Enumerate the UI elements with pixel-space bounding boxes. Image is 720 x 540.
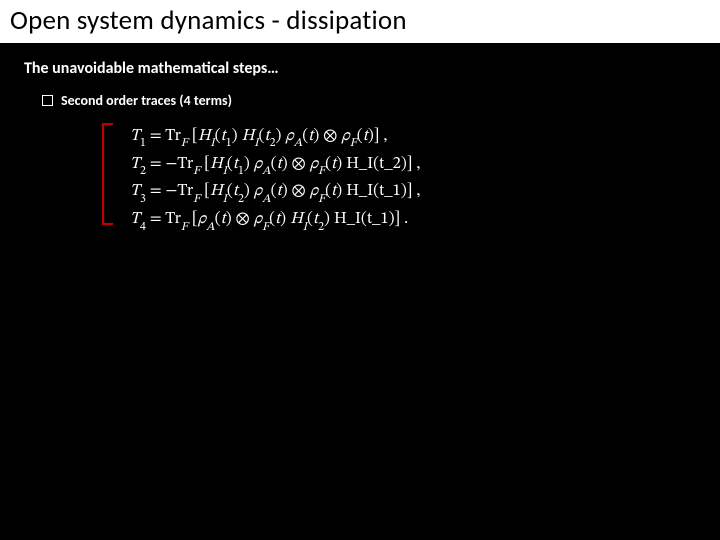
title-bar: Open system dynamics - dissipation [0,0,720,43]
equation-row: T3 = −TrF [HI(t2) ρA(t) ⊗ ρF(t) H_I(t_1)… [130,178,720,206]
bullet-item: Second order traces (4 terms) [42,92,720,109]
slide: Open system dynamics - dissipation The u… [0,0,720,540]
left-bracket-icon [100,123,114,225]
equation-list: T1 = TrF [HI(t1) HI(t2) ρA(t) ⊗ ρF(t)] ,… [130,123,720,234]
bullet-label: Second order traces (4 terms) [61,92,232,109]
equation-row: T4 = TrF [ρA(t) ⊗ ρF(t) HI(t2) H_I(t_1)]… [130,206,720,234]
square-bullet-icon [42,95,53,106]
equations-block: T1 = TrF [HI(t1) HI(t2) ρA(t) ⊗ ρF(t)] ,… [0,123,720,234]
equation-row: T2 = −TrF [HI(t1) ρA(t) ⊗ ρF(t) H_I(t_2)… [130,151,720,179]
equation-row: T1 = TrF [HI(t1) HI(t2) ρA(t) ⊗ ρF(t)] , [130,123,720,151]
slide-title: Open system dynamics - dissipation [10,4,710,37]
subheading: The unavoidable mathematical steps… [24,59,720,78]
